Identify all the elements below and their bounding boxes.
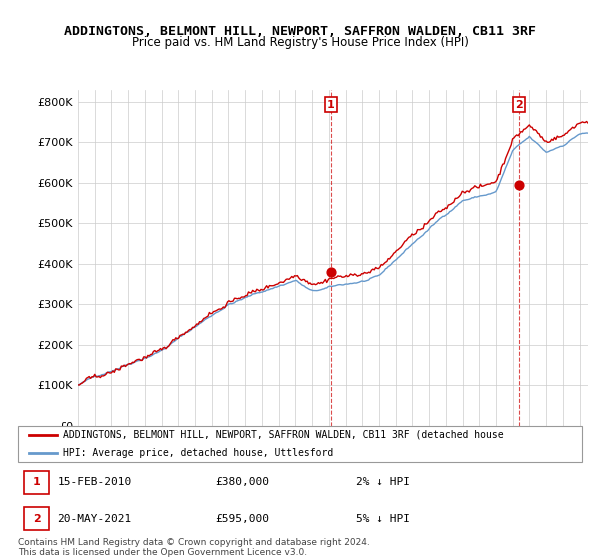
Text: 2% ↓ HPI: 2% ↓ HPI (356, 477, 410, 487)
FancyBboxPatch shape (23, 470, 49, 494)
Text: ADDINGTONS, BELMONT HILL, NEWPORT, SAFFRON WALDEN, CB11 3RF: ADDINGTONS, BELMONT HILL, NEWPORT, SAFFR… (64, 25, 536, 38)
Text: ADDINGTONS, BELMONT HILL, NEWPORT, SAFFRON WALDEN, CB11 3RF (detached house: ADDINGTONS, BELMONT HILL, NEWPORT, SAFFR… (63, 430, 504, 440)
Text: 20-MAY-2021: 20-MAY-2021 (58, 514, 132, 524)
Text: 1: 1 (327, 100, 335, 110)
Text: 2: 2 (515, 100, 523, 110)
Text: Price paid vs. HM Land Registry's House Price Index (HPI): Price paid vs. HM Land Registry's House … (131, 36, 469, 49)
Text: 2: 2 (33, 514, 40, 524)
FancyBboxPatch shape (23, 507, 49, 530)
FancyBboxPatch shape (18, 426, 582, 462)
Text: 5% ↓ HPI: 5% ↓ HPI (356, 514, 410, 524)
Text: 15-FEB-2010: 15-FEB-2010 (58, 477, 132, 487)
Text: Contains HM Land Registry data © Crown copyright and database right 2024.
This d: Contains HM Land Registry data © Crown c… (18, 538, 370, 557)
Text: HPI: Average price, detached house, Uttlesford: HPI: Average price, detached house, Uttl… (63, 448, 334, 458)
Text: £380,000: £380,000 (215, 477, 269, 487)
Point (326, 267, 335, 276)
Point (514, 180, 524, 189)
Text: 1: 1 (33, 477, 40, 487)
Text: £595,000: £595,000 (215, 514, 269, 524)
